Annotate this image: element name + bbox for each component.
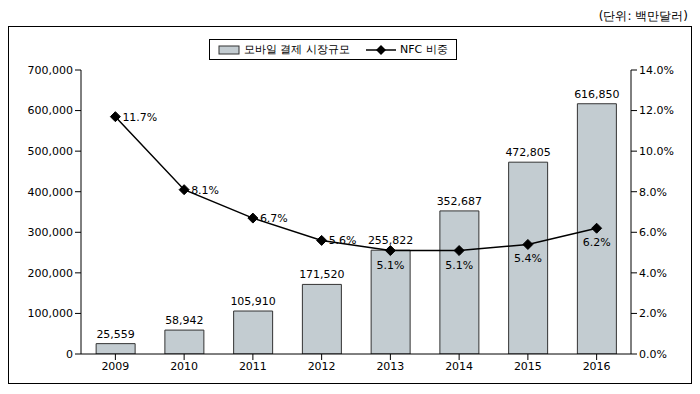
svg-text:255,822: 255,822 [368, 234, 414, 247]
svg-text:472,805: 472,805 [505, 146, 551, 159]
svg-text:5.1%: 5.1% [445, 259, 473, 272]
svg-text:6.0%: 6.0% [639, 226, 667, 239]
svg-text:2.0%: 2.0% [639, 307, 667, 320]
svg-text:2010: 2010 [170, 360, 198, 373]
svg-text:11.7%: 11.7% [122, 111, 157, 124]
svg-text:616,850: 616,850 [574, 88, 620, 101]
svg-text:58,942: 58,942 [165, 314, 204, 327]
svg-text:2016: 2016 [583, 360, 611, 373]
svg-text:12.0%: 12.0% [639, 104, 674, 117]
html-text:NFC 비중: NFC 비중 [400, 43, 448, 56]
svg-text:2015: 2015 [514, 360, 542, 373]
svg-text:2013: 2013 [376, 360, 404, 373]
svg-text:100,000: 100,000 [28, 307, 74, 320]
svg-text:600,000: 600,000 [28, 104, 74, 117]
svg-text:0.0%: 0.0% [639, 348, 667, 361]
svg-text:2009: 2009 [101, 360, 129, 373]
svg-text:105,910: 105,910 [230, 295, 276, 308]
svg-text:6.2%: 6.2% [583, 236, 611, 249]
svg-text:5.4%: 5.4% [514, 252, 542, 265]
svg-text:171,520: 171,520 [299, 268, 345, 281]
svg-text:8.1%: 8.1% [191, 184, 219, 197]
svg-text:10.0%: 10.0% [639, 145, 674, 158]
svg-text:352,687: 352,687 [437, 195, 483, 208]
svg-text:700,000: 700,000 [28, 64, 74, 77]
svg-text:8.0%: 8.0% [639, 186, 667, 199]
svg-text:200,000: 200,000 [28, 267, 74, 280]
svg-text:0: 0 [66, 348, 73, 361]
svg-text:6.7%: 6.7% [260, 212, 288, 225]
svg-text:5.6%: 5.6% [329, 234, 357, 247]
svg-text:5.1%: 5.1% [376, 259, 404, 272]
html-text:(단위: 백만달러): (단위: 백만달러) [598, 9, 688, 23]
svg-text:4.0%: 4.0% [639, 267, 667, 280]
svg-text:14.0%: 14.0% [639, 64, 674, 77]
svg-text:400,000: 400,000 [28, 186, 74, 199]
svg-text:25,559: 25,559 [96, 328, 135, 341]
html-text:모바일 결제 시장규모: 모바일 결제 시장규모 [244, 43, 350, 56]
svg-text:300,000: 300,000 [28, 226, 74, 239]
svg-text:2014: 2014 [445, 360, 473, 373]
svg-text:2011: 2011 [239, 360, 267, 373]
svg-text:500,000: 500,000 [28, 145, 74, 158]
svg-text:2012: 2012 [308, 360, 336, 373]
